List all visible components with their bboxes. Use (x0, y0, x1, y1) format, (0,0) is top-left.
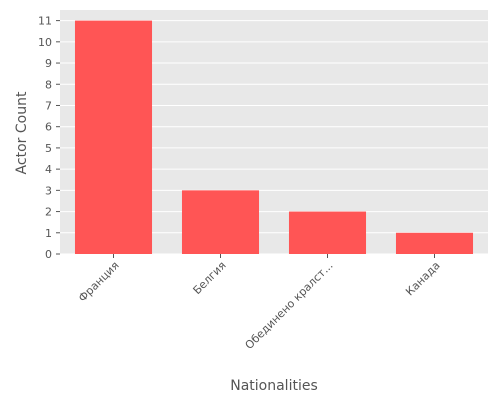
x-tick-label: Белгия (191, 259, 229, 297)
bar (181, 190, 260, 254)
x-axis-ticks: Франция Белгия Обединено кралст... Канада (76, 254, 443, 352)
x-tick-label: Обединено кралст... (243, 259, 336, 352)
y-tick-label: 2 (45, 206, 52, 219)
x-axis-title: Nationalities (230, 378, 318, 394)
y-tick-label: 3 (45, 184, 52, 197)
y-tick-label: 9 (45, 57, 52, 70)
y-tick-label: 0 (45, 248, 52, 261)
y-tick-label: 5 (45, 142, 52, 155)
y-axis-title: Actor Count (14, 91, 30, 174)
y-tick-label: 7 (45, 99, 52, 112)
y-tick-label: 6 (45, 121, 52, 134)
y-tick-label: 11 (38, 15, 52, 28)
y-tick-label: 8 (45, 78, 52, 91)
y-tick-label: 4 (45, 163, 52, 176)
x-tick-label: Франция (76, 259, 122, 305)
bar (395, 232, 474, 254)
bar (288, 211, 367, 254)
y-tick-label: 10 (38, 36, 52, 49)
bars (74, 20, 474, 254)
bar (74, 20, 153, 254)
y-tick-label: 1 (45, 227, 52, 240)
y-axis-ticks: 0 1 2 3 4 5 6 7 8 9 10 11 (38, 15, 60, 261)
x-tick-label: Канада (403, 259, 442, 298)
